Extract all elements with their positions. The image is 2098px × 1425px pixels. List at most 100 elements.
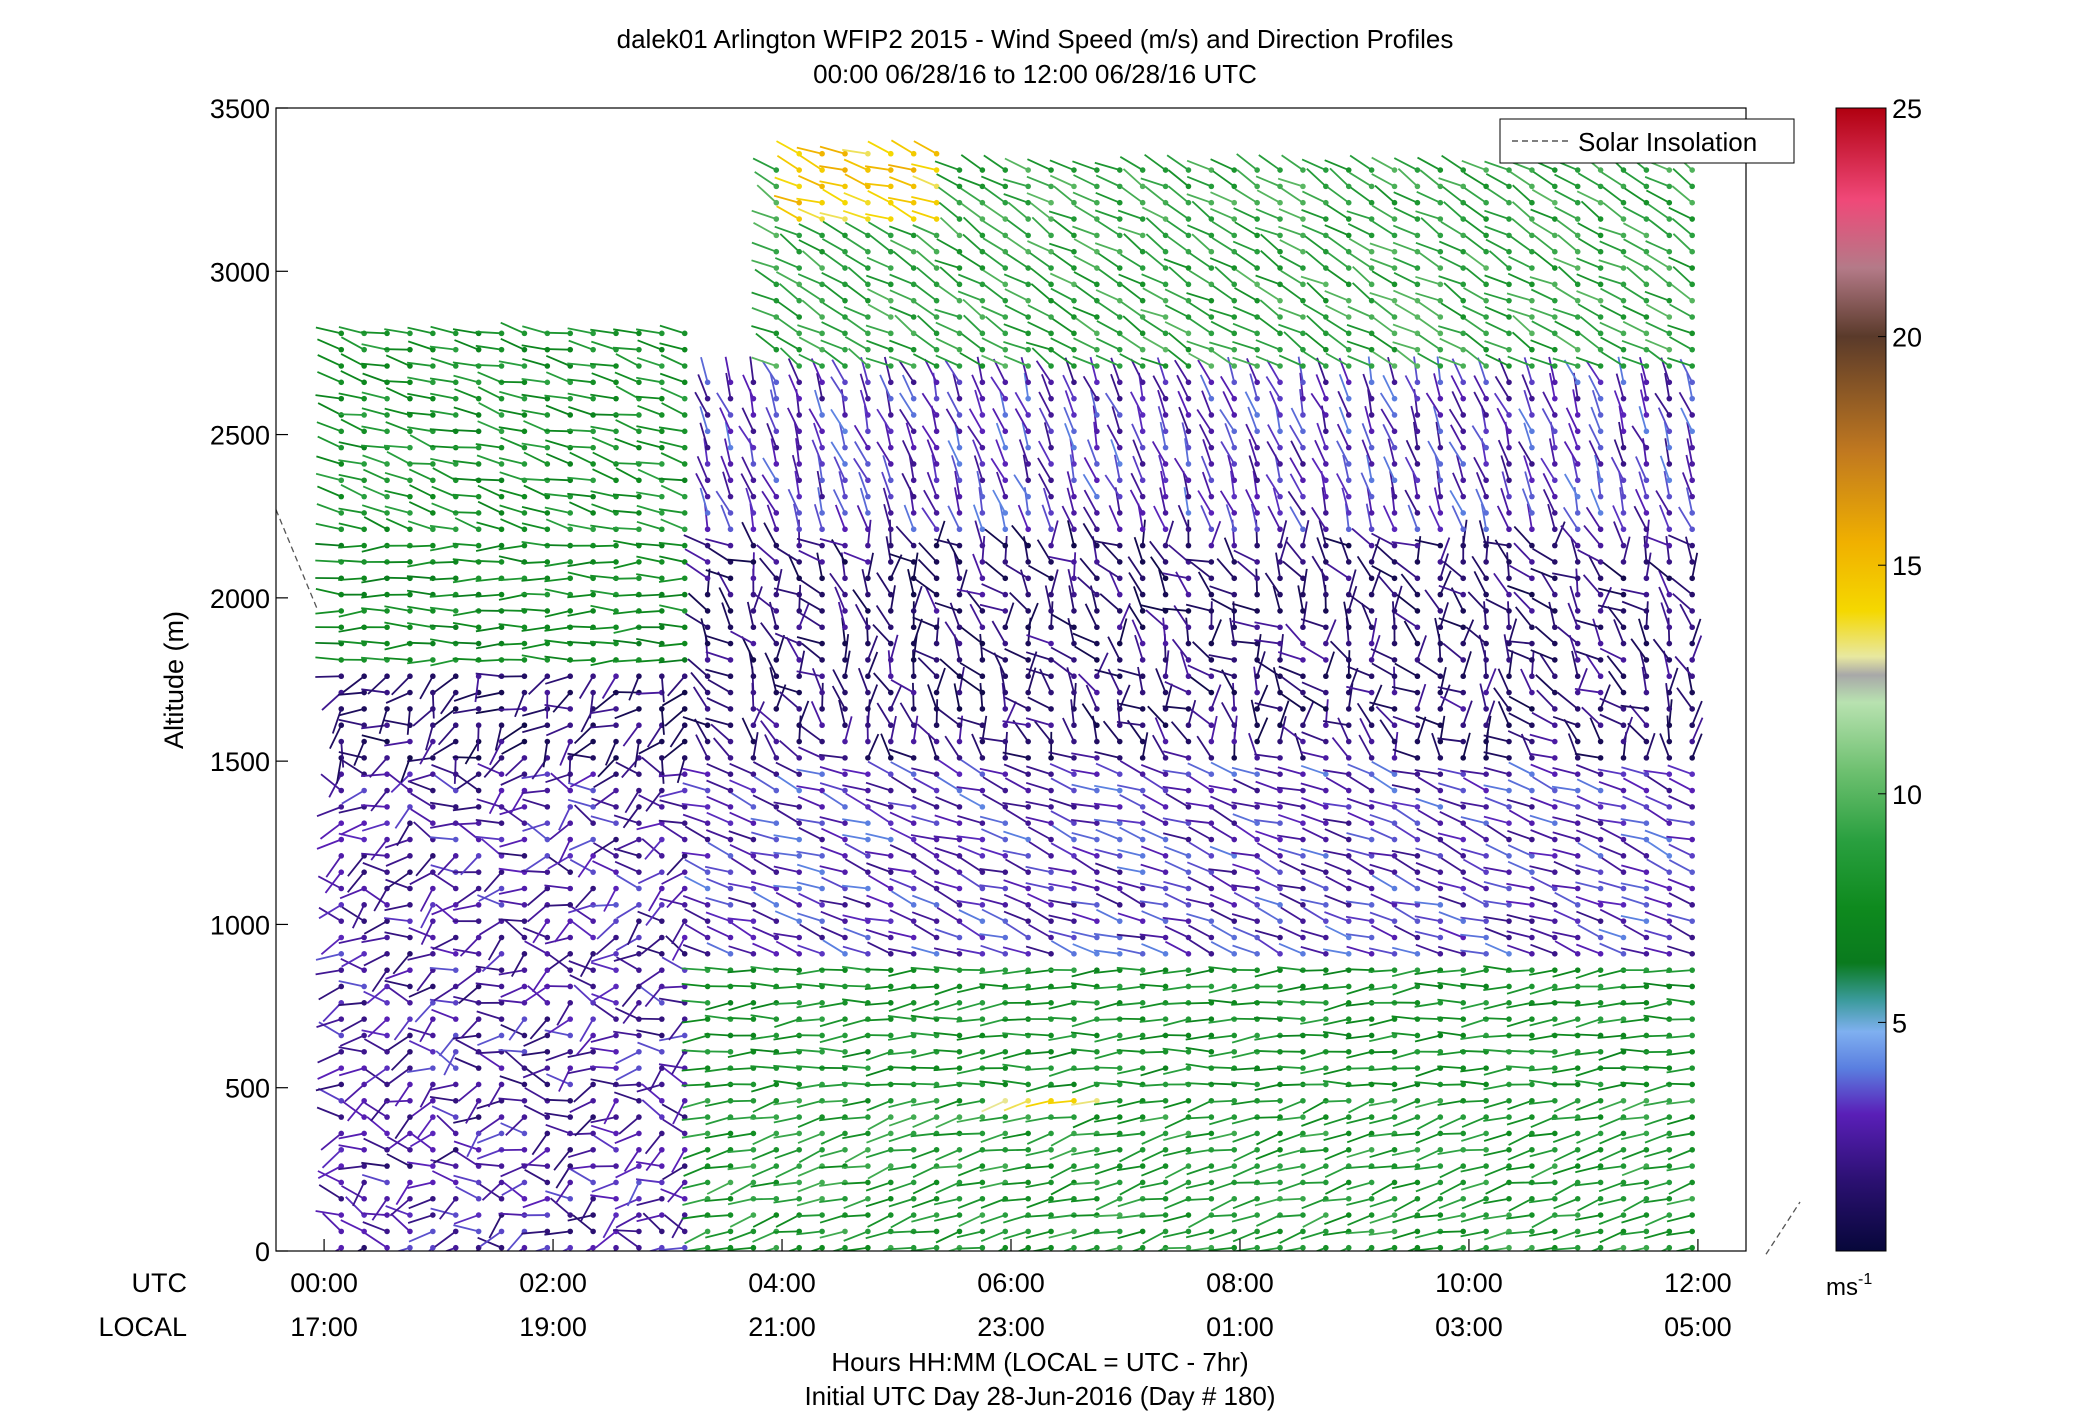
wind-barb-dot [773, 1163, 780, 1169]
wind-barb [431, 902, 459, 916]
wind-barb [361, 1173, 390, 1186]
wind-barb-shaft [816, 552, 823, 579]
wind-barb-shaft [700, 618, 709, 644]
wind-barb [910, 682, 917, 712]
wind-barb-dot [887, 1130, 894, 1137]
wind-barb [494, 722, 505, 751]
wind-barb-dot [407, 689, 413, 696]
wind-barb-dot [590, 510, 596, 516]
wind-barb-shaft [660, 708, 665, 735]
wind-barb-shaft [521, 789, 548, 795]
wind-barb [542, 738, 551, 768]
wind-barb [338, 412, 367, 418]
wind-barb-dot [590, 755, 596, 761]
wind-barb-shaft [475, 626, 502, 633]
wind-barb-dot [842, 216, 848, 222]
wind-barb-shaft [429, 377, 456, 384]
wind-barb-dot [910, 559, 917, 565]
wind-barb-shaft [407, 952, 434, 961]
wind-barb-shaft [741, 407, 755, 432]
wind-barb-dot [475, 1081, 482, 1088]
wind-barb [499, 488, 528, 500]
wind-barb [956, 715, 964, 745]
wind-barb-shaft [926, 439, 938, 465]
wind-barb [498, 706, 528, 712]
wind-barb [488, 787, 505, 815]
wind-barb-dot [796, 1195, 803, 1202]
wind-barb-dot [773, 575, 780, 582]
wind-barb-shaft [615, 1050, 640, 1065]
wind-barb [477, 894, 505, 908]
wind-barb-dot [681, 493, 688, 500]
wind-barb-dot [750, 608, 757, 614]
wind-barb [500, 337, 528, 353]
wind-barb-shaft [320, 936, 342, 955]
wind-barb-dot [910, 363, 917, 369]
wind-barb-dot [819, 934, 825, 941]
wind-barb-dot [613, 559, 619, 565]
wind-barb [545, 1190, 574, 1202]
wind-barb-dot [590, 395, 596, 402]
wind-barb-shaft [407, 1027, 434, 1037]
wind-barb [935, 1146, 963, 1161]
wind-barb-dot [636, 722, 642, 729]
wind-barb-dot [430, 1163, 436, 1169]
wind-barb-dot [842, 412, 848, 418]
wind-barb-shaft [437, 724, 457, 746]
wind-barb-shaft [775, 1165, 800, 1179]
wind-barb-dot [796, 461, 803, 467]
wind-barb-shaft [584, 1246, 594, 1251]
wind-barb-dot [659, 510, 665, 516]
wind-barb-dot [910, 1212, 917, 1218]
wind-barb-dot [681, 787, 688, 794]
wind-barb-dot [407, 1016, 413, 1022]
wind-barb-dot [338, 1032, 345, 1039]
wind-barb-shaft [864, 1083, 891, 1087]
wind-barb-dot [681, 722, 688, 729]
wind-barb [593, 983, 619, 1002]
wind-barb-dot [910, 771, 917, 778]
wind-barb-shaft [477, 386, 502, 400]
wind-barb-dot [475, 902, 482, 908]
wind-barb-dot [613, 1032, 619, 1039]
wind-barb [315, 951, 345, 961]
wind-barb-dot [796, 934, 803, 941]
wind-barb-dot [361, 493, 367, 500]
wind-barb-dot [819, 510, 825, 516]
wind-barb [504, 1050, 528, 1071]
wind-barb-dot [796, 755, 803, 761]
wind-barb [593, 1135, 619, 1153]
wind-barb [522, 722, 551, 734]
wind-barb-shaft [475, 1162, 502, 1167]
wind-barb-shaft [521, 477, 548, 482]
wind-barb [764, 734, 780, 761]
wind-barb-dot [384, 869, 390, 875]
wind-barb-dot [636, 787, 642, 794]
wind-barb [387, 1032, 413, 1051]
wind-barb-shaft [579, 953, 594, 978]
wind-barb-shaft [915, 284, 938, 302]
wind-barb [730, 630, 757, 647]
wind-barb-shaft [867, 221, 892, 237]
wind-barb [453, 406, 482, 418]
wind-barb-dot [704, 755, 711, 761]
wind-barb-dot [842, 150, 848, 157]
wind-barb [320, 934, 345, 955]
wind-barb-dot [636, 869, 642, 875]
wind-barb-dot [567, 412, 574, 418]
wind-barb-dot [430, 1114, 436, 1120]
wind-barb [386, 451, 413, 467]
wind-barb-shaft [338, 708, 365, 717]
wind-barb-dot [956, 706, 963, 712]
wind-barb-shaft [317, 1087, 342, 1102]
wind-barb [776, 547, 803, 565]
wind-barb-shaft [341, 759, 365, 775]
wind-barb-dot [407, 1212, 413, 1218]
wind-barb-shaft [378, 708, 388, 735]
wind-barb-dot [933, 1244, 940, 1251]
wind-barb-shaft [341, 906, 365, 922]
wind-barb [369, 755, 390, 778]
wind-barb-dot [544, 510, 551, 516]
wind-barb-shaft [361, 504, 388, 514]
wind-barb-shaft [752, 1214, 777, 1228]
